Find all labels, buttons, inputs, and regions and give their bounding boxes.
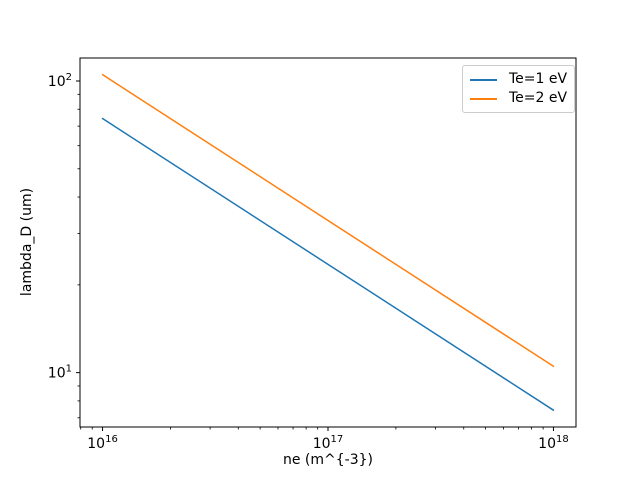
legend-label: Te=1 eV [509,71,568,87]
series-line-te-1-ev [101,117,555,411]
legend-line-sample [470,78,497,81]
x-tick-label: 1018 [538,434,569,452]
x-tick-label: 1016 [87,434,118,452]
y-axis-label: lambda_D (um) [19,187,35,297]
legend: Te=1 eV Te=2 eV [462,65,576,113]
x-tick-label: 1017 [313,434,344,452]
legend-entry: Te=1 eV [470,70,567,89]
legend-entry: Te=2 eV [470,89,567,108]
plot-frame [79,57,577,428]
y-tick-label: 101 [48,364,72,382]
x-axis-label: ne (m^{-3}) [282,452,374,468]
legend-label: Te=2 eV [509,90,568,106]
y-tick-label: 102 [48,72,72,90]
legend-line-sample [470,97,497,100]
series-line-te-2-ev [101,73,555,368]
